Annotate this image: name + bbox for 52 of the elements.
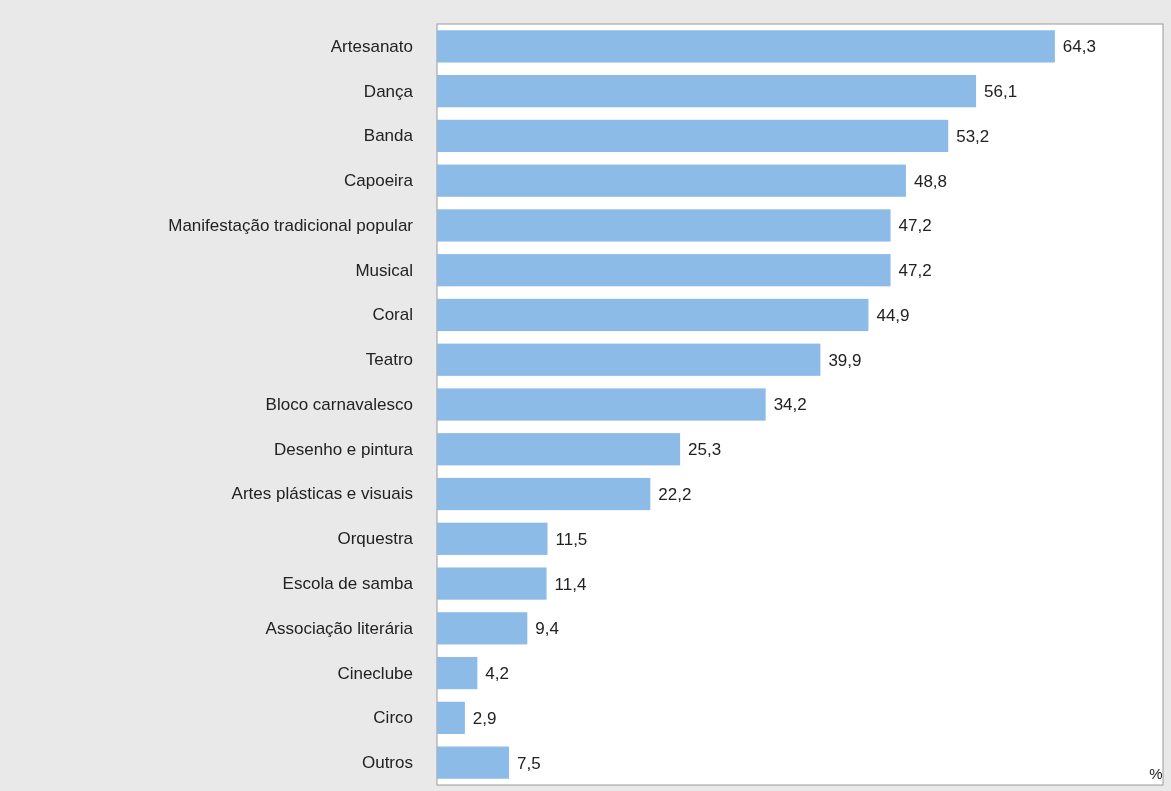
- bar: [437, 164, 906, 197]
- y-tick-label: Escola de samba: [282, 574, 414, 593]
- y-tick-label: Banda: [363, 126, 414, 146]
- bar: [437, 75, 977, 108]
- bar: [437, 119, 949, 153]
- data-label: 64,3: [1062, 37, 1096, 57]
- y-tick-label: Capoeira: [344, 171, 414, 191]
- bar: [437, 612, 528, 645]
- bar: [437, 433, 681, 466]
- data-label: 7,5: [517, 753, 541, 773]
- data-label: 56,1: [984, 82, 1018, 102]
- data-label: 11,5: [555, 529, 588, 549]
- data-label: 11,4: [554, 574, 587, 594]
- bar: [437, 522, 548, 555]
- y-tick-label: Artes plásticas e visuais: [231, 484, 413, 504]
- data-label: 47,2: [898, 216, 932, 236]
- bar: [437, 477, 651, 511]
- y-tick-label: Cineclube: [337, 663, 413, 683]
- y-tick-label: Musical: [355, 260, 413, 280]
- bar: [437, 388, 766, 421]
- bar: [437, 746, 510, 779]
- data-label: 48,8: [913, 171, 948, 191]
- bar: [437, 30, 1055, 63]
- data-label: 25,3: [688, 440, 722, 460]
- data-label: 53,2: [956, 126, 990, 146]
- bar: [437, 701, 465, 734]
- y-tick-label: Teatro: [365, 350, 413, 370]
- data-label: 2,9: [472, 708, 497, 728]
- data-label: 44,9: [876, 305, 910, 325]
- bar: [437, 567, 547, 600]
- y-tick-label: Artesanato: [330, 36, 413, 56]
- bar: [437, 209, 891, 242]
- data-label: 47,2: [898, 261, 932, 281]
- y-tick-label: Desenho e pintura: [274, 439, 414, 459]
- y-tick-label: Associação literária: [265, 618, 414, 638]
- bar: [437, 298, 869, 332]
- bar: [437, 343, 821, 376]
- y-tick-label: Manifestação tradicional popular: [168, 215, 414, 235]
- y-tick-label: Coral: [372, 305, 413, 325]
- data-label: 39,9: [828, 350, 862, 370]
- y-tick-label: Circo: [373, 708, 413, 728]
- y-tick-label: Outros: [361, 753, 413, 773]
- y-tick-label: Bloco carnavalesco: [265, 394, 413, 414]
- bar: [437, 254, 891, 287]
- data-label: 34,2: [773, 395, 807, 415]
- y-tick-label: Orquestra: [337, 529, 414, 549]
- data-label: 22,2: [658, 484, 692, 504]
- text: %: [1149, 765, 1163, 782]
- data-label: 4,2: [485, 664, 509, 684]
- bar: [437, 656, 478, 690]
- data-label: 9,4: [535, 619, 559, 639]
- y-tick-label: Dança: [363, 81, 414, 101]
